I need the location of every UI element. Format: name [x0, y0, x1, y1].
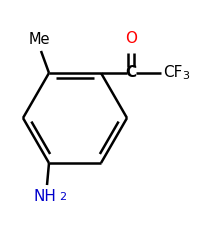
Text: Me: Me — [28, 32, 50, 47]
Text: CF: CF — [163, 66, 182, 80]
Text: C: C — [125, 66, 136, 80]
Text: O: O — [125, 31, 137, 46]
Text: 3: 3 — [182, 71, 189, 81]
Text: NH: NH — [34, 189, 56, 204]
Text: 2: 2 — [59, 192, 66, 202]
